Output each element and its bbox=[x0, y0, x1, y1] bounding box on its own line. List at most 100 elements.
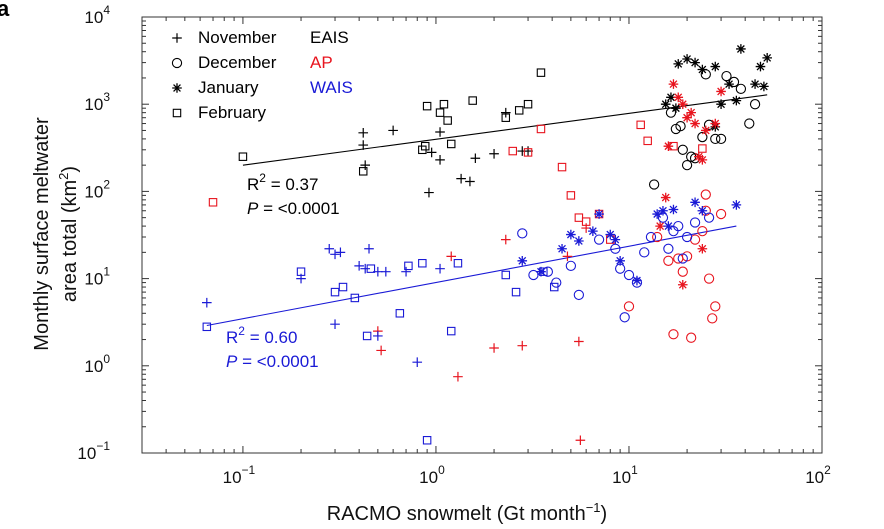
point-wais-star bbox=[658, 205, 668, 216]
point-wais-circle bbox=[619, 312, 630, 323]
point-eais-star bbox=[660, 99, 671, 109]
point-wais-square bbox=[330, 287, 340, 297]
point-wais-circle bbox=[593, 234, 605, 245]
point-ap-star bbox=[697, 243, 708, 254]
legend-label-february: February bbox=[198, 103, 267, 122]
point-ap-circle bbox=[686, 332, 697, 343]
point-eais-circle bbox=[749, 99, 761, 110]
point-eais-plus bbox=[489, 148, 499, 159]
point-wais-square bbox=[539, 267, 548, 276]
point-ap-star bbox=[660, 192, 671, 203]
x-axis-label: RACMO snowmelt (Gt month−1) bbox=[327, 500, 607, 525]
x-axis-label-main: RACMO snowmelt (Gt month bbox=[327, 503, 586, 525]
point-ap-circle bbox=[707, 313, 718, 324]
point-ap-star bbox=[700, 125, 711, 136]
point-eais-circle bbox=[677, 144, 688, 155]
legend-marker-star bbox=[172, 83, 182, 93]
point-eais-square bbox=[420, 141, 430, 151]
fit-statistics: R2 = 0.37 P = <0.0001 R2 = 0.60 P = <0.0001 bbox=[226, 171, 340, 371]
point-ap-star bbox=[710, 118, 721, 129]
axis-tick-labels: 10−1 100 101 102 10−1 100 101 102 103 104 bbox=[77, 3, 831, 487]
point-wais-star bbox=[557, 243, 567, 254]
point-wais-star bbox=[594, 209, 604, 219]
r2-wais: R2 = 0.60 bbox=[226, 324, 297, 347]
point-wais-plus bbox=[202, 297, 212, 308]
point-ap-square bbox=[581, 217, 591, 226]
y-tick-label: 10−1 bbox=[77, 439, 110, 463]
point-ap-square bbox=[508, 146, 518, 156]
point-eais-square bbox=[435, 108, 445, 117]
point-wais-plus bbox=[330, 249, 340, 260]
point-eais-star bbox=[755, 61, 766, 72]
legend-region-wais: WAIS bbox=[310, 78, 353, 97]
point-wais-circle bbox=[663, 243, 674, 254]
point-wais-plus bbox=[335, 247, 346, 258]
point-wais-circle bbox=[677, 253, 688, 264]
point-ap-square bbox=[574, 213, 584, 222]
point-ap-square bbox=[698, 144, 707, 153]
point-wais-square bbox=[446, 326, 456, 336]
point-eais-plus bbox=[388, 125, 398, 136]
legend-marker-circle bbox=[171, 57, 183, 69]
point-ap-star bbox=[677, 279, 688, 290]
y-tick-label: 101 bbox=[84, 265, 110, 289]
point-eais-star bbox=[750, 79, 760, 89]
point-wais-square bbox=[395, 309, 405, 318]
point-eais-plus bbox=[435, 127, 445, 137]
point-eais-square bbox=[443, 116, 452, 125]
point-eais-circle bbox=[675, 121, 686, 132]
plot-frame bbox=[141, 16, 823, 454]
point-wais-circle bbox=[639, 247, 650, 258]
point-eais-star bbox=[697, 64, 708, 75]
point-wais-plus bbox=[360, 263, 371, 274]
y-axis-label-line1: Monthly surface meltwater bbox=[31, 117, 53, 351]
fit-line-eais bbox=[242, 94, 768, 166]
point-ap-square bbox=[523, 148, 533, 157]
point-ap-plus bbox=[453, 371, 463, 382]
x-tick-label: 100 bbox=[419, 463, 445, 487]
point-wais-star bbox=[697, 205, 708, 216]
point-eais-square bbox=[514, 106, 524, 115]
point-wais-star bbox=[517, 256, 528, 266]
point-eais-star bbox=[731, 95, 742, 106]
point-ap-circle bbox=[700, 189, 711, 200]
x-axis-label-close: ) bbox=[601, 503, 608, 525]
point-ap-circle bbox=[668, 329, 679, 340]
point-wais-circle bbox=[681, 231, 693, 243]
x-tick-label: 102 bbox=[805, 463, 831, 487]
y-tick-label: 104 bbox=[84, 3, 110, 27]
y-axis-label-line2-main: area total (km bbox=[59, 180, 81, 302]
point-eais-star bbox=[682, 54, 692, 64]
point-eais-star bbox=[666, 92, 676, 103]
point-eais-star bbox=[671, 103, 681, 113]
point-wais-plus bbox=[373, 331, 383, 341]
y-axis-label-line2-sup: 2 bbox=[56, 173, 71, 180]
point-eais-circle bbox=[697, 131, 708, 143]
point-wais-star bbox=[690, 197, 700, 208]
point-wais-star bbox=[632, 275, 642, 286]
point-eais-square bbox=[358, 167, 368, 176]
point-eais-circle bbox=[710, 133, 721, 145]
point-wais-square bbox=[549, 282, 559, 292]
point-eais-square bbox=[523, 99, 533, 109]
point-ap-circle bbox=[710, 301, 721, 312]
point-wais-plus bbox=[381, 266, 391, 277]
point-eais-plus bbox=[358, 140, 369, 150]
point-ap-plus bbox=[489, 343, 499, 353]
panel-label: a bbox=[0, 0, 10, 21]
point-ap-star bbox=[673, 92, 684, 103]
y-tick-label: 102 bbox=[84, 177, 110, 201]
point-eais-star bbox=[690, 57, 700, 68]
point-eais-plus bbox=[435, 155, 445, 165]
point-eais-circle bbox=[744, 118, 755, 129]
point-eais-star bbox=[759, 81, 769, 92]
point-wais-square bbox=[296, 267, 306, 276]
point-ap-circle bbox=[697, 226, 708, 237]
point-eais-plus bbox=[360, 160, 371, 170]
p-value-eais: P = <0.0001 bbox=[247, 199, 340, 218]
legend-region-ap: AP bbox=[310, 53, 333, 72]
point-ap-plus bbox=[446, 251, 457, 262]
point-ap-circle bbox=[623, 301, 635, 312]
point-eais-star bbox=[673, 59, 684, 69]
point-wais-square bbox=[501, 270, 511, 280]
